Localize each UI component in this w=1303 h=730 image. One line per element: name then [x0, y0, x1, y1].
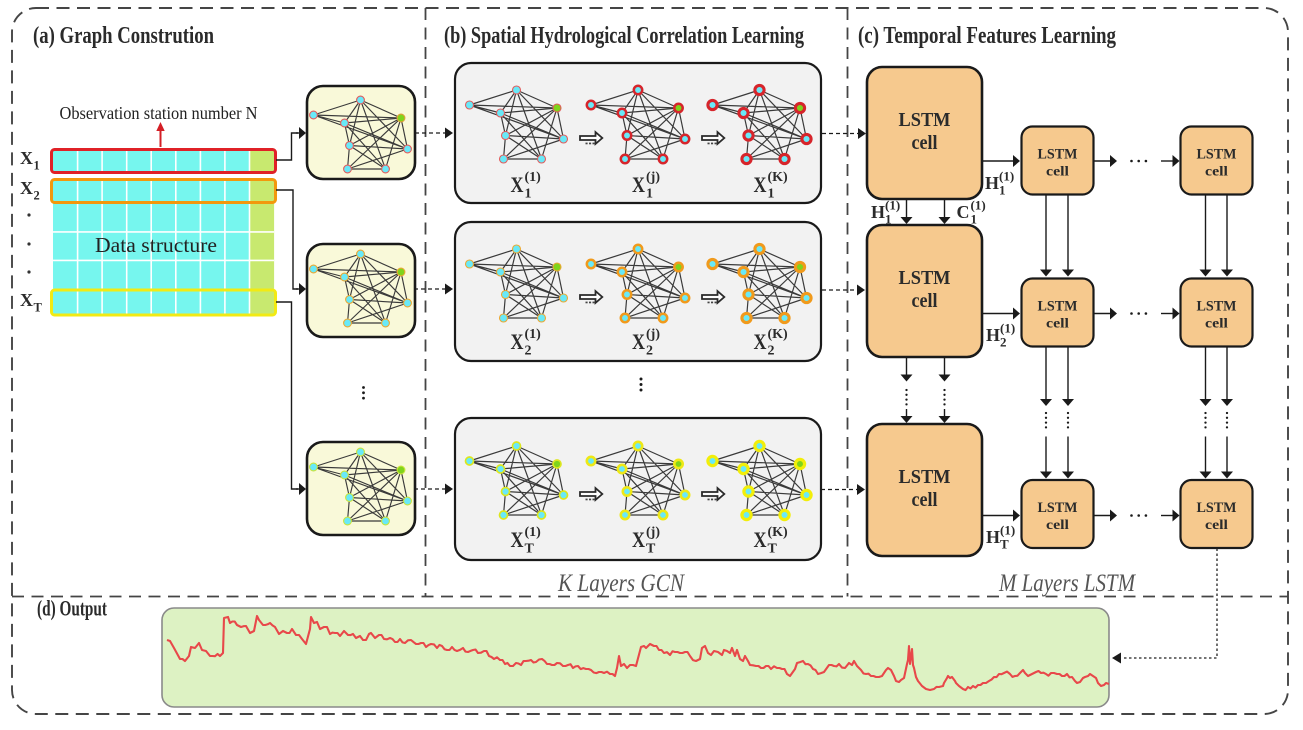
svg-text:(K): (K) — [768, 170, 789, 185]
svg-text:X: X — [20, 178, 33, 198]
svg-text:M Layers LSTM: M Layers LSTM — [998, 570, 1136, 597]
svg-text:LSTM: LSTM — [899, 267, 951, 289]
svg-text:(1): (1) — [999, 169, 1014, 184]
svg-text:H: H — [986, 527, 1000, 547]
svg-text:T: T — [1000, 537, 1009, 552]
svg-text:cell: cell — [1205, 165, 1228, 180]
svg-text:(c) Temporal Features Learning: (c) Temporal Features Learning — [858, 23, 1116, 49]
svg-text:LSTM: LSTM — [1197, 299, 1237, 315]
svg-text:cell: cell — [1046, 165, 1069, 180]
svg-text:Observation station number N: Observation station number N — [60, 103, 258, 123]
svg-text:2: 2 — [1000, 335, 1007, 350]
svg-text:cell: cell — [1046, 317, 1069, 332]
svg-text:X: X — [511, 527, 524, 552]
svg-text:1: 1 — [768, 187, 775, 202]
svg-text:H: H — [986, 325, 1000, 345]
svg-text:T: T — [34, 301, 43, 315]
svg-text:cell: cell — [1205, 518, 1228, 533]
svg-text:2: 2 — [34, 189, 40, 203]
svg-text:(b) Spatial Hydrological Corre: (b) Spatial Hydrological Correlation Lea… — [444, 23, 804, 49]
svg-text:1: 1 — [646, 187, 653, 202]
svg-text:2: 2 — [768, 344, 775, 359]
svg-text:Data structure: Data structure — [95, 233, 217, 257]
svg-text:X: X — [632, 329, 645, 354]
svg-text:LSTM: LSTM — [1038, 500, 1078, 516]
svg-text:1: 1 — [999, 183, 1006, 198]
svg-text:cell: cell — [912, 489, 938, 511]
svg-text:(1): (1) — [971, 198, 986, 213]
svg-text:LSTM: LSTM — [1038, 299, 1078, 315]
svg-text:(d) Output: (d) Output — [37, 596, 107, 621]
svg-text:(1): (1) — [1000, 321, 1015, 336]
svg-text:cell: cell — [912, 132, 938, 154]
svg-text:cell: cell — [912, 290, 938, 312]
svg-text:X: X — [754, 329, 767, 354]
svg-text:X: X — [511, 329, 524, 354]
svg-text:X: X — [511, 172, 524, 197]
svg-text:X: X — [20, 148, 33, 168]
svg-text:LSTM: LSTM — [1197, 500, 1237, 516]
svg-text:X: X — [754, 172, 767, 197]
svg-text:K Layers GCN: K Layers GCN — [557, 570, 685, 597]
svg-text:1: 1 — [971, 212, 978, 227]
svg-text:H: H — [871, 202, 885, 222]
svg-text:2: 2 — [646, 344, 653, 359]
svg-text:(1): (1) — [525, 170, 542, 185]
svg-text:(K): (K) — [768, 327, 789, 342]
svg-text:1: 1 — [34, 159, 40, 173]
svg-text:LSTM: LSTM — [1197, 147, 1237, 163]
svg-text:(K): (K) — [768, 525, 789, 540]
svg-text:H: H — [985, 173, 999, 193]
svg-text:C: C — [957, 202, 970, 222]
svg-text:X: X — [632, 172, 645, 197]
svg-text:2: 2 — [525, 344, 532, 359]
svg-text:1: 1 — [525, 187, 532, 202]
svg-text:(j): (j) — [646, 170, 660, 185]
svg-text:T: T — [768, 542, 778, 557]
svg-text:1: 1 — [885, 212, 892, 227]
svg-text:LSTM: LSTM — [899, 466, 951, 488]
svg-text:(j): (j) — [646, 525, 660, 540]
svg-text:X: X — [754, 527, 767, 552]
svg-text:cell: cell — [1205, 317, 1228, 332]
svg-text:LSTM: LSTM — [899, 109, 951, 131]
svg-text:(1): (1) — [885, 198, 900, 213]
svg-text:(1): (1) — [525, 327, 542, 342]
svg-text:(1): (1) — [1000, 523, 1015, 538]
svg-text:(a) Graph Constrution: (a) Graph Constrution — [33, 23, 214, 49]
svg-text:T: T — [525, 542, 535, 557]
svg-text:T: T — [646, 542, 656, 557]
svg-text:X: X — [20, 290, 33, 310]
svg-text:(1): (1) — [525, 525, 542, 540]
svg-text:cell: cell — [1046, 518, 1069, 533]
svg-text:X: X — [632, 527, 645, 552]
svg-text:(j): (j) — [646, 327, 660, 342]
svg-text:LSTM: LSTM — [1038, 147, 1078, 163]
